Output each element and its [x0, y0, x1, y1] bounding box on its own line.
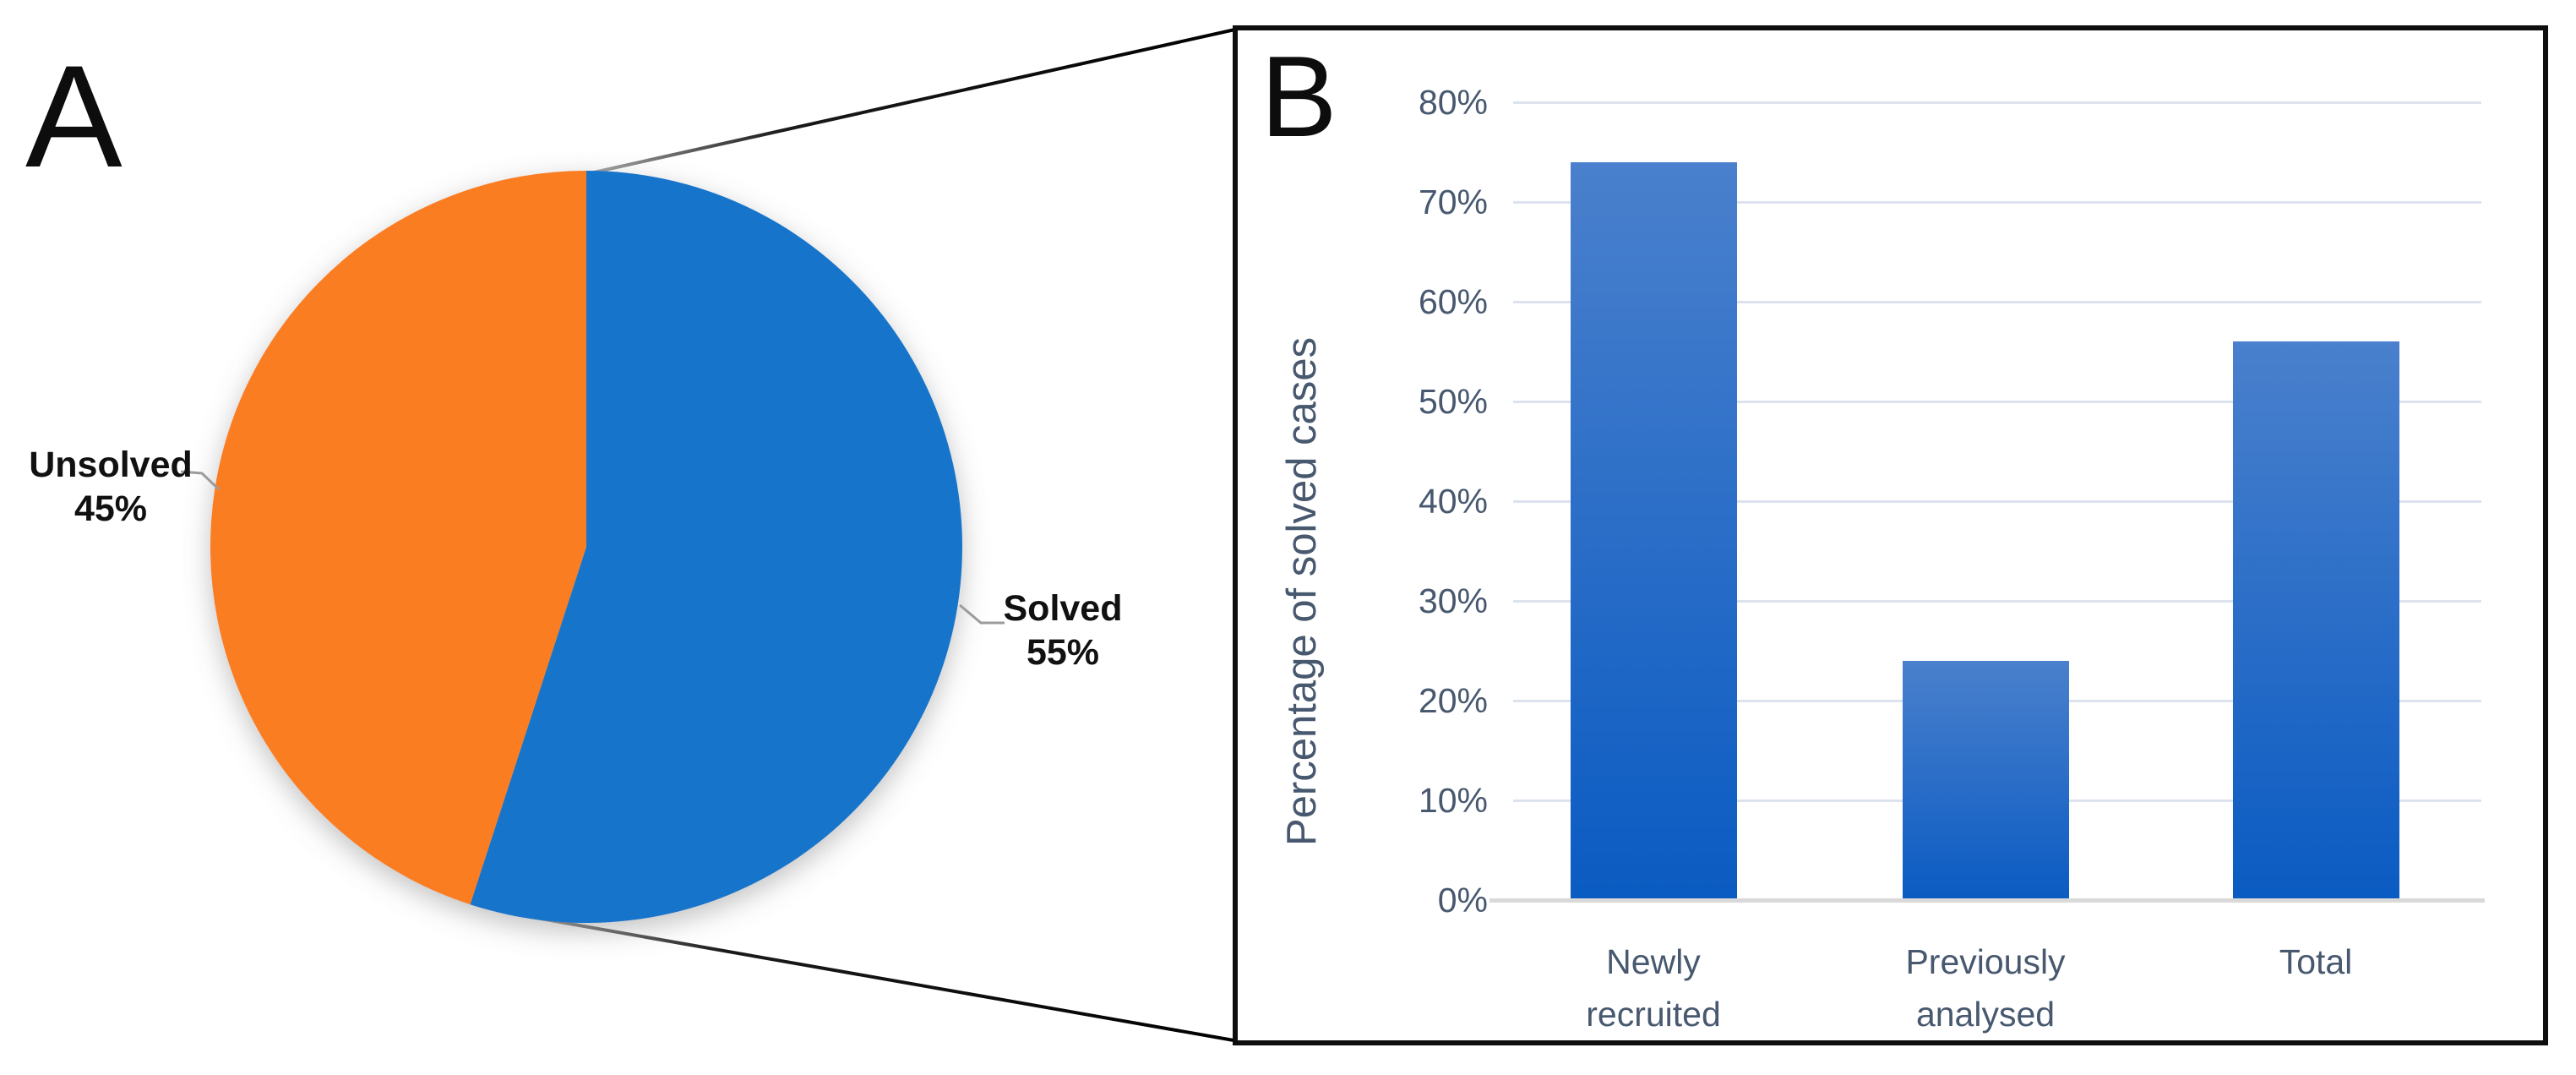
pie-label-unsolved: Unsolved 45% — [15, 443, 206, 531]
pie-slice-unsolved — [210, 170, 587, 905]
pie-slice-solved — [470, 171, 963, 923]
panel-a-label: A — [25, 35, 123, 198]
bar-chart-plot-area: 0% 10% 20% 30% 40% 50% 60% 70% 80% Newly recruited… — [1419, 83, 2485, 1034]
gridline-80 — [1513, 101, 2481, 104]
pie-label-solved-name: Solved — [1003, 588, 1123, 629]
y-tick-label-40: 40% — [1418, 482, 1488, 521]
y-tick-label-80: 80% — [1418, 83, 1488, 122]
pie-label-unsolved-value: 45% — [74, 488, 148, 529]
unsolved-leader-line — [180, 470, 221, 491]
y-tick-label-20: 20% — [1418, 681, 1488, 720]
x-category-line: analysed — [1915, 995, 2056, 1034]
x-category-label-2: Previously analysed — [1824, 936, 2147, 1040]
pie-label-solved-value: 55% — [1026, 632, 1100, 673]
gridline-60 — [1513, 301, 2481, 303]
pie-label-unsolved-name: Unsolved — [29, 445, 193, 485]
bar-total — [2232, 341, 2399, 900]
y-tick-label-60: 60% — [1418, 282, 1488, 321]
bar-previously-analysed — [1902, 660, 2069, 900]
pie-chart — [210, 170, 963, 923]
y-axis-title: Percentage of solved cases — [1279, 337, 1325, 846]
x-category-label-1: Newly recruited — [1492, 936, 1815, 1040]
gridline-40 — [1513, 500, 2481, 503]
x-category-line: Total — [2279, 942, 2353, 981]
bar-newly-recruited — [1570, 161, 1737, 900]
panel-b-label: B — [1261, 32, 1337, 161]
y-tick-label-50: 50% — [1418, 382, 1488, 421]
x-axis-line — [1490, 898, 2485, 903]
y-tick-label-70: 70% — [1418, 183, 1488, 221]
solved-leader-line — [959, 603, 1005, 625]
callout-connector-top — [585, 27, 1239, 176]
x-category-line: recruited — [1586, 995, 1721, 1034]
x-category-label-3: Total — [2154, 936, 2477, 988]
callout-connector-bottom — [506, 911, 1239, 1043]
pie-label-solved: Solved 55% — [978, 587, 1147, 674]
x-category-line: Previously — [1905, 942, 2066, 981]
y-tick-label-0: 0% — [1437, 881, 1488, 919]
gridline-70 — [1513, 201, 2481, 204]
gridline-50 — [1513, 401, 2481, 403]
x-category-line: Newly — [1606, 942, 1701, 981]
y-tick-label-10: 10% — [1418, 781, 1488, 820]
gridline-30 — [1513, 600, 2481, 603]
y-tick-label-30: 30% — [1418, 581, 1488, 620]
